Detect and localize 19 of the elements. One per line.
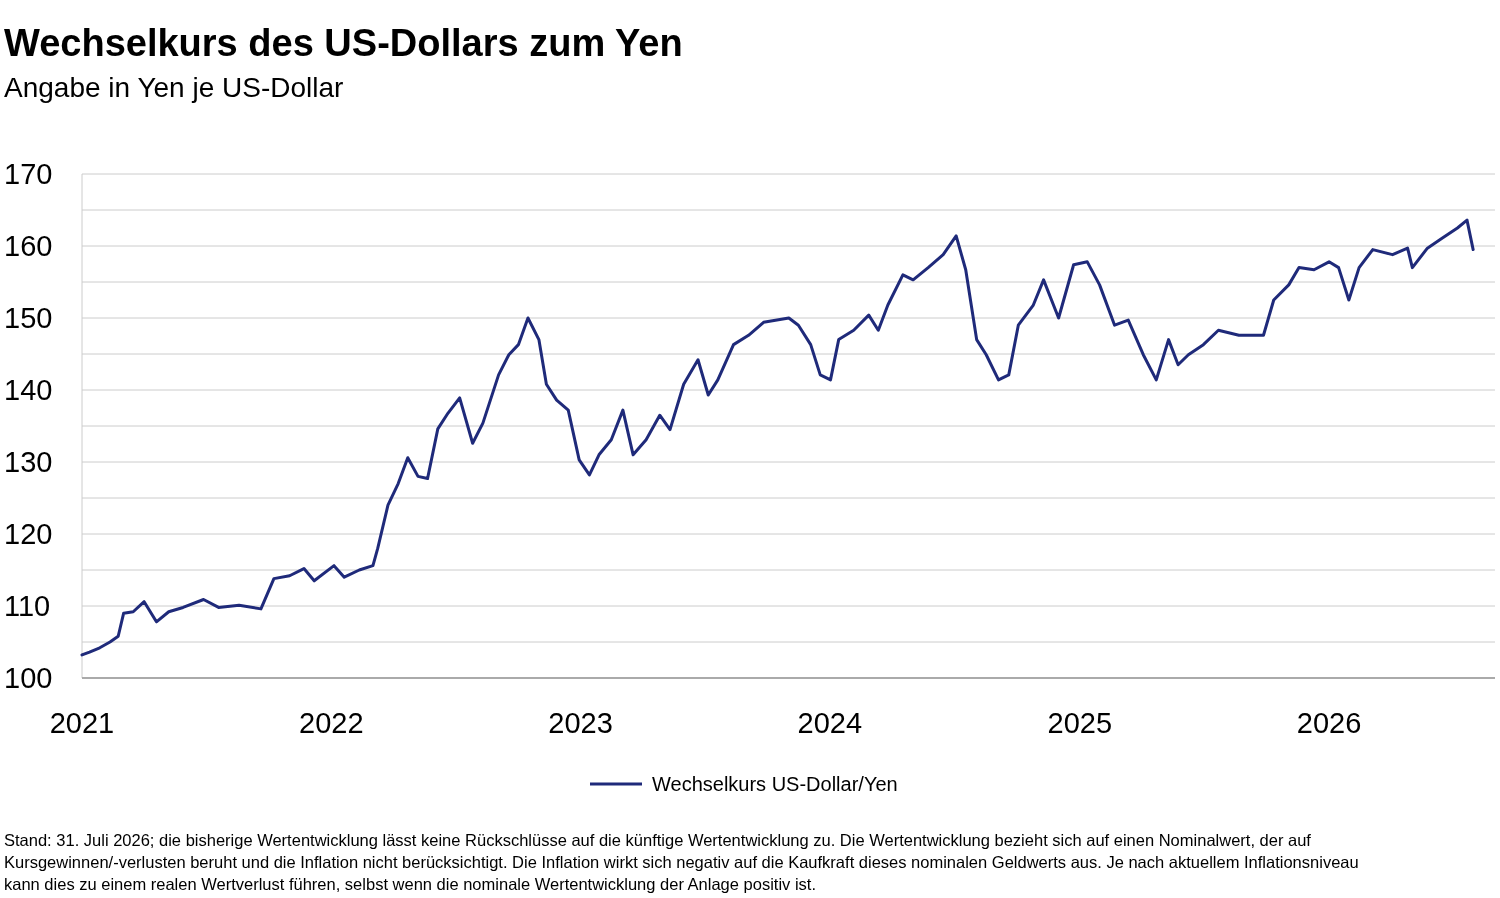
y-tick-label: 110: [4, 590, 51, 622]
y-tick-label: 130: [4, 446, 53, 478]
text: Stand: 31. Juli 2026; die bisherige Wertentwicklung lässt keine Rückschlüsse auf die künftige Wertentwicklung zu. Die Wertentwicklung bezieht sich auf einen Nominalwert, der auf Kursgewinnen/-verlusten beruht und die Inflation nicht berücksichtigt. Die Inflation wirkt sich negativ auf die Kaufkraft dieses nominalen Geldwerts aus. Je nach aktuellem Inflationsniveau kann dies zu einem realen Wertverlust führen, selbst wenn die nominale Wertentwicklung der Anlage positiv ist.: [4, 831, 1359, 893]
x-tick-label: 2021: [49, 707, 115, 739]
line-series: [80, 218, 1475, 657]
y-tick-label: 120: [4, 518, 53, 550]
x-tick-label: 2026: [1296, 707, 1362, 739]
x-tick-label: 2025: [1047, 707, 1113, 739]
y-tick-label: 160: [4, 230, 53, 262]
chart-title: Wechselkurs des US-Dollars zum Yen: [4, 22, 683, 64]
y-tick-label: 170: [4, 158, 53, 190]
x-tick-label: 2024: [797, 707, 863, 739]
x-tick-label: 2022: [299, 707, 364, 739]
chart-subtitle: Angabe in Yen je US-Dollar: [4, 72, 344, 103]
y-tick-label: 150: [4, 302, 53, 334]
y-tick-label: 100: [4, 662, 53, 694]
x-tick-label: 2023: [548, 707, 613, 739]
legend-label: Wechselkurs US-Dollar/Yen: [652, 773, 898, 795]
y-tick-label: 140: [4, 374, 53, 406]
